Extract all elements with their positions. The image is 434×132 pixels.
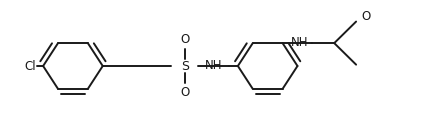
Text: NH: NH	[205, 58, 222, 72]
Text: Cl: Cl	[25, 60, 36, 72]
Text: O: O	[181, 33, 190, 46]
Text: O: O	[181, 86, 190, 99]
Text: O: O	[361, 10, 370, 23]
Text: S: S	[181, 60, 189, 72]
Text: NH: NH	[291, 36, 308, 49]
